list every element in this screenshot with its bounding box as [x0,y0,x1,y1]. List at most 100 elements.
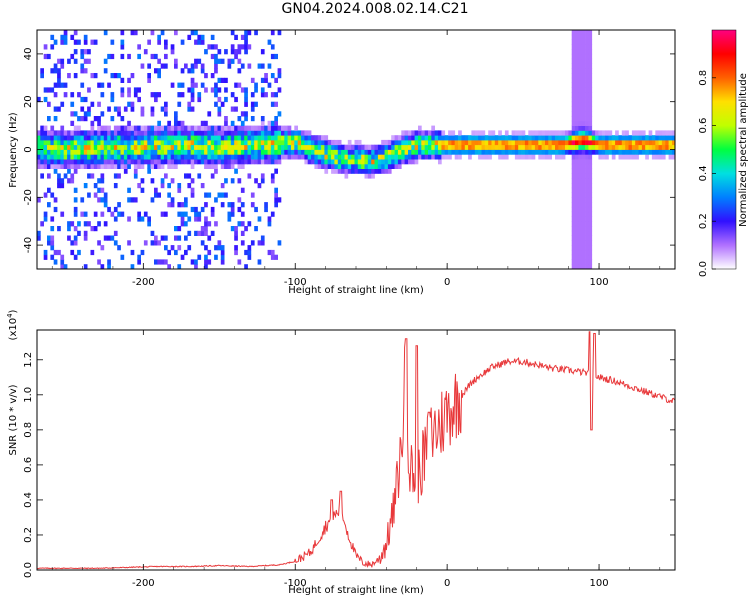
spectrogram-cell [648,139,653,146]
spectrogram-cell [571,139,576,146]
spectrogram-cell [247,44,252,50]
spectrogram-cell [625,135,629,141]
spectrogram-cell [100,125,105,131]
spectrogram-cell [117,211,121,217]
spectrogram-cell [438,130,442,136]
spectrogram-cell [434,149,439,155]
spectrogram-cell [571,39,576,45]
spectrogram-cell [180,254,185,260]
spectrogram-cell [571,211,576,217]
spectrogram-cell [274,168,278,174]
spectrogram-cell [107,144,111,150]
spectrogram-cell [224,96,228,103]
spectrogram-cell [133,197,138,203]
spectrogram-cell [591,149,596,155]
spectrogram-cell [220,254,225,260]
spectrogram-cell [194,125,198,131]
spectrogram-cell [57,226,61,232]
spectrogram-cell [414,135,419,141]
spectrogram-cell [257,135,262,141]
spectrogram-cell [575,68,579,74]
spectrogram-cell [57,135,61,141]
spectrogram-cell [575,87,579,93]
spectrogram-cell [347,139,352,146]
spectrogram-cell [381,154,385,160]
spectrogram-cell [97,139,101,146]
spectrogram-cell [575,197,579,203]
spectrogram-cell [545,135,549,141]
spectrogram-cell [150,53,155,60]
spectrogram-cell [244,92,248,98]
spectrogram-cell [578,30,583,36]
spectrogram-cell [581,73,586,79]
spectrogram-cell [571,192,576,198]
spectrogram-cell [277,111,282,117]
spectrogram-cell [143,144,148,150]
spectrogram-cell [97,149,101,155]
spectrogram-cell [585,245,589,251]
spectrogram-cell [418,144,422,150]
spectrogram-cell [578,235,583,241]
spectrogram-cell [137,125,141,131]
spectrogram-cell [441,144,446,150]
spectrogram-cell [230,139,235,146]
spectrogram-cell [170,139,175,146]
spectrogram-cell [174,144,178,150]
spectrogram-cell [120,163,125,169]
spectrogram-cell [331,139,335,146]
spectrogram-cell [227,159,232,165]
spectrogram-cell [80,139,85,146]
spectrogram-cell [431,154,435,160]
spectrogram-cell [217,149,222,155]
spectrogram-cell [254,178,258,184]
spectrogram-cell [57,149,61,155]
spectrogram-cell [150,135,155,141]
spectrogram-cell [631,144,636,150]
spectrogram-cell [454,154,459,160]
spectrogram-cell [113,240,118,246]
spectrogram-cell [90,73,95,79]
spectrogram-cell [585,111,589,117]
spectrogram-cell [668,135,673,141]
spectrogram-cell [354,168,359,174]
spectrogram-cell [197,254,202,260]
spectrogram-cell [588,63,593,69]
spectrogram-cell [240,202,245,208]
x-tick-label: 100 [590,578,609,589]
spectrogram-cell [110,130,115,136]
spectrogram-cell [70,240,75,246]
spectrogram-cell [464,135,469,141]
spectrogram-cell [311,149,315,155]
spectrogram-cell [143,139,148,146]
spectrogram-cell [264,73,268,79]
spectrogram-cell [598,149,603,155]
spectrogram-cell [291,144,295,150]
spectrogram-cell [147,63,151,69]
spectrogram-cell [571,197,576,203]
spectrogram-cell [471,130,476,136]
spectrogram-cell [47,235,51,241]
spectrogram-cell [190,206,195,213]
spectrogram-cell [334,154,339,160]
spectrogram-cell [37,197,41,203]
spectrogram-cell [157,135,161,141]
spectrogram-cell [227,144,232,150]
spectrogram-cell [80,211,85,217]
spectrogram-cell [575,240,579,246]
spectrogram-cell [80,82,85,88]
spectrogram-cell [204,221,208,227]
spectrogram-cell [177,120,182,126]
spectrogram-cell [424,130,429,136]
spectrogram-cell [244,30,248,36]
spectrogram-cell [164,211,168,217]
spectrogram-cell [154,235,158,241]
spectrogram-cell [57,130,61,136]
spectrogram-cell [337,154,342,160]
spectrogram-cell [431,149,435,155]
spectrogram-cell [578,264,583,269]
spectrogram-cell [468,149,472,155]
spectrogram-cell [103,163,108,169]
spectrogram-cell [37,149,41,155]
spectrogram-cell [585,125,589,131]
spectrogram-cell [97,187,101,193]
